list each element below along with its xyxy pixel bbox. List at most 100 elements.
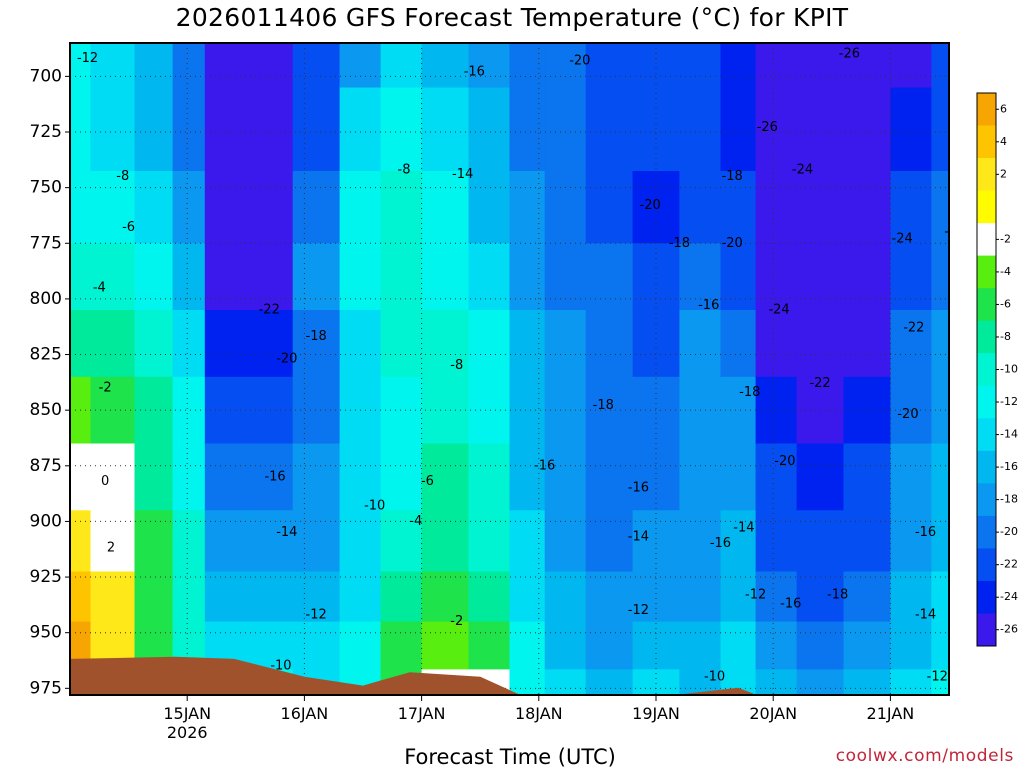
heat-cell xyxy=(90,510,135,573)
heat-cell xyxy=(796,443,845,511)
x-tick-label: 21JAN xyxy=(867,704,915,723)
heat-cell xyxy=(339,171,382,244)
heat-cell xyxy=(890,669,932,695)
heat-cell xyxy=(380,243,423,311)
heat-cell xyxy=(245,171,294,244)
contour-label: -24 xyxy=(892,231,913,246)
heat-cell xyxy=(134,171,174,244)
contour-label: -12 xyxy=(745,587,766,602)
heat-cell xyxy=(421,571,470,623)
contour-label: -10 xyxy=(704,670,725,685)
contour-label: -4 xyxy=(93,280,106,295)
heat-cell xyxy=(339,43,382,89)
heat-cell xyxy=(509,376,546,445)
heat-cell xyxy=(380,443,423,511)
heat-cell xyxy=(172,43,206,89)
heat-cell xyxy=(843,171,891,244)
heat-cell xyxy=(292,571,341,623)
heat-cell xyxy=(509,510,546,573)
heat-cell xyxy=(509,571,546,623)
contour-label: -2 xyxy=(450,614,463,629)
heat-cell xyxy=(544,621,587,670)
heat-cell xyxy=(843,376,891,445)
heat-cell xyxy=(245,443,294,511)
contour-label: -20 xyxy=(722,236,743,251)
contour-label: -6 xyxy=(421,474,434,489)
heat-cell xyxy=(843,571,891,623)
colorbar-swatch xyxy=(977,418,996,452)
y-tick-label: 900 xyxy=(30,511,62,531)
heat-cell xyxy=(134,243,174,311)
heat-cell xyxy=(339,243,382,311)
heat-cell xyxy=(70,510,92,573)
heat-cell xyxy=(720,510,757,573)
heat-cell xyxy=(134,443,174,511)
heat-cell xyxy=(755,621,798,670)
heat-cell xyxy=(755,171,798,244)
contour-label: -26 xyxy=(839,47,860,62)
contour-label: -8 xyxy=(450,358,463,373)
x-axis-label: Forecast Time (UTC) xyxy=(404,745,616,769)
heat-cell xyxy=(204,87,247,172)
heat-cell xyxy=(632,621,681,670)
heat-cell xyxy=(172,243,206,311)
heat-cell xyxy=(245,310,294,378)
heat-cell xyxy=(245,510,294,573)
heat-cell xyxy=(544,171,587,244)
heat-cell xyxy=(720,621,757,670)
colorbar-label: -22 xyxy=(1000,558,1018,571)
heat-cell xyxy=(468,376,511,445)
colorbar-label: 6 xyxy=(1000,102,1007,115)
y-tick-label: 875 xyxy=(30,456,62,476)
heat-cell xyxy=(509,669,546,695)
heat-cell xyxy=(755,669,798,695)
contour-label: -12 xyxy=(628,603,649,618)
heat-cell xyxy=(509,43,546,89)
heat-cell xyxy=(204,43,247,89)
heat-cell xyxy=(245,43,294,89)
heat-cell xyxy=(585,243,634,311)
heat-cell xyxy=(585,621,634,670)
heat-cell xyxy=(292,43,341,89)
contour-label: -18 xyxy=(827,587,848,602)
heat-cell xyxy=(755,510,798,573)
y-tick-label: 975 xyxy=(30,678,62,698)
heat-cell xyxy=(679,310,721,378)
heat-cell xyxy=(679,243,721,311)
heat-cell xyxy=(544,243,587,311)
heat-cell xyxy=(931,510,949,573)
contour-label: -16 xyxy=(534,458,555,473)
heat-cell xyxy=(90,243,135,311)
heat-cell xyxy=(890,43,932,89)
contour-label: -24 xyxy=(768,303,789,318)
heat-cell xyxy=(339,443,382,511)
grid-lines xyxy=(70,43,949,695)
heat-cell xyxy=(380,510,423,573)
y-tick-label: 800 xyxy=(30,289,62,309)
plot-frame xyxy=(69,42,950,696)
colorbar-label: -6 xyxy=(1000,297,1011,310)
heat-cell xyxy=(339,510,382,573)
contour-label: -16 xyxy=(698,298,719,313)
heat-cell xyxy=(796,310,845,378)
contour-label: -20 xyxy=(640,198,661,213)
terrain xyxy=(70,656,758,695)
heat-cell xyxy=(70,243,92,311)
colorbar-swatch xyxy=(977,158,996,191)
heat-cell xyxy=(509,621,546,670)
y-tick-label: 825 xyxy=(30,345,62,365)
heat-cell xyxy=(509,443,546,511)
heat-cell xyxy=(90,43,135,89)
heat-cell xyxy=(90,87,135,172)
heat-cell xyxy=(421,621,470,670)
heat-cell xyxy=(90,571,135,623)
heat-cell xyxy=(585,510,634,573)
colorbar-label: 2 xyxy=(1000,167,1007,180)
heat-cell xyxy=(468,621,511,670)
chart-title: 2026011406 GFS Forecast Temperature (°C)… xyxy=(175,3,849,32)
heat-cell xyxy=(204,510,247,573)
heat-cell xyxy=(679,443,721,511)
heat-cell xyxy=(890,443,932,511)
heat-cell xyxy=(468,571,511,623)
heat-cell xyxy=(421,171,470,244)
